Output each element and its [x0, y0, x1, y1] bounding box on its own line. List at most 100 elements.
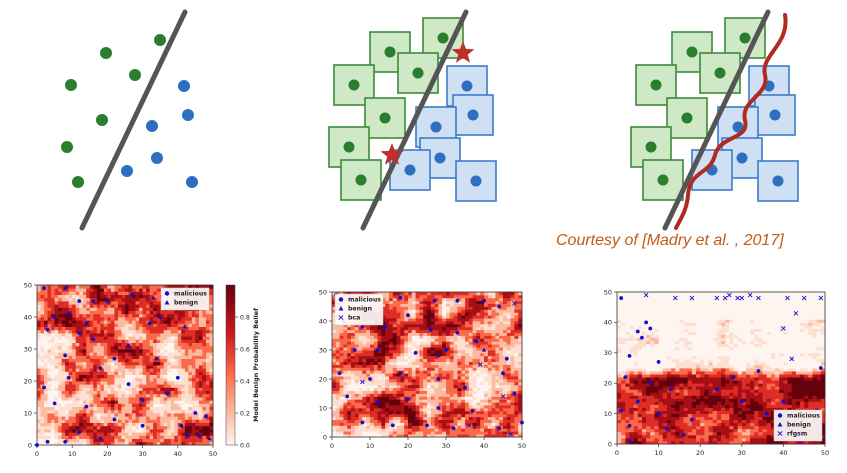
heatmap-cell [484, 312, 489, 316]
heatmap-cell [423, 431, 428, 435]
heatmap-cell [128, 368, 133, 372]
heatmap-cell [54, 403, 59, 407]
heatmap-cell [160, 339, 165, 343]
heatmap-cell [468, 315, 473, 319]
heatmap-cell [181, 435, 186, 439]
heatmap-cell [93, 400, 98, 404]
heatmap-cell [37, 317, 41, 321]
heatmap-cell [419, 419, 424, 423]
heatmap-cell [476, 373, 481, 377]
heatmap-cell [167, 374, 172, 379]
heatmap-cell [491, 312, 496, 316]
heatmap-cell [40, 329, 45, 334]
heatmap-cell [400, 408, 405, 412]
heatmap-cell [205, 387, 210, 391]
heatmap-cell [68, 310, 73, 315]
heatmap-cell [44, 291, 48, 295]
heatmap-cell [89, 393, 94, 398]
heatmap-cell [205, 285, 210, 289]
heatmap-cell [427, 390, 432, 394]
heatmap-cell [100, 358, 105, 363]
heatmap-cell [96, 285, 101, 289]
heatmap-cell [381, 384, 386, 389]
heatmap-cell [457, 326, 462, 331]
heatmap-cell [423, 329, 428, 333]
heatmap-cell [408, 326, 413, 331]
heatmap-cell [125, 323, 129, 327]
heatmap-cell [195, 413, 200, 417]
heatmap-cell [177, 361, 182, 366]
heatmap-cell [499, 326, 504, 331]
heatmap-cell [110, 307, 115, 311]
heatmap-cell [404, 318, 409, 322]
heatmap-cell [503, 297, 508, 302]
heatmap-cell [449, 306, 454, 310]
heatmap-cell [146, 429, 151, 433]
heatmap-cell [438, 434, 443, 438]
heatmap-cell [423, 419, 428, 423]
heatmap-cell [205, 326, 210, 331]
heatmap-cell [449, 416, 454, 420]
heatmap-cell [61, 288, 66, 292]
heatmap-cell [44, 400, 48, 404]
heatmap-cell [153, 304, 158, 308]
heatmap-cell [377, 381, 382, 386]
heatmap-cell [472, 379, 477, 383]
heatmap-cell [68, 438, 73, 443]
heatmap-cell [170, 400, 175, 404]
heatmap-cell [82, 320, 87, 324]
heatmap-cell [142, 416, 147, 420]
heatmap-cell [93, 333, 98, 337]
heatmap-cell [96, 342, 101, 347]
heatmap-cell [93, 403, 98, 407]
heatmap-cell [128, 406, 133, 411]
heatmap-cell [156, 349, 161, 353]
heatmap-cell [163, 381, 168, 385]
heatmap-cell [503, 434, 508, 438]
heatmap-cell [139, 400, 143, 404]
heatmap-cell [170, 441, 175, 446]
heatmap-cell [153, 365, 158, 369]
heatmap-cell [385, 434, 390, 438]
heatmap-cell [177, 381, 182, 385]
heatmap-cell [430, 431, 435, 435]
heatmap-cell [480, 355, 485, 360]
heatmap-cell [427, 379, 432, 383]
heatmap-cell [442, 321, 447, 325]
heatmap-cell [503, 306, 508, 310]
heatmap-cell [156, 381, 161, 385]
heatmap-cell [487, 393, 492, 397]
heatmap-cell [358, 419, 363, 423]
heatmap-cell [121, 336, 126, 340]
heatmap-cell [480, 376, 485, 380]
heatmap-cell [408, 402, 413, 406]
heatmap-cell [79, 406, 84, 411]
heatmap-cell [135, 301, 140, 305]
heatmap-cell [89, 422, 94, 427]
heatmap-cell [351, 410, 356, 415]
heatmap-cell [484, 393, 489, 397]
heatmap-cell [181, 432, 186, 436]
heatmap-cell [351, 347, 356, 351]
heatmap-cell [125, 371, 129, 375]
heatmap-cell [491, 341, 496, 345]
heatmap-cell [132, 435, 136, 439]
heatmap-cell [114, 339, 119, 343]
heatmap-cell [174, 285, 179, 289]
heatmap-cell [438, 300, 443, 304]
heatmap-cell [58, 403, 63, 407]
heatmap-cell [58, 333, 63, 337]
heatmap-cell [495, 358, 500, 362]
heatmap-cell [411, 408, 416, 412]
heatmap-cell [177, 371, 182, 375]
heatmap-cell [446, 422, 451, 426]
heatmap-cell [209, 323, 214, 327]
heatmap-cell [449, 303, 454, 307]
heatmap-cell [37, 425, 41, 430]
heatmap-cell [423, 303, 428, 307]
heatmap-cell [195, 326, 200, 331]
heatmap-cell [195, 349, 200, 353]
heatmap-cell [198, 377, 203, 382]
heatmap-cell [332, 300, 337, 304]
